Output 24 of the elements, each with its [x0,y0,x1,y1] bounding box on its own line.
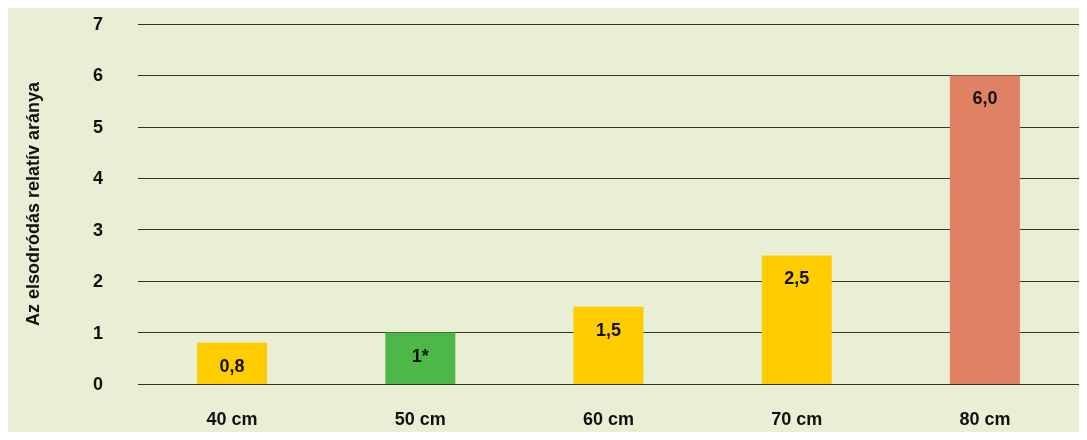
data-label: 1* [411,345,429,366]
bar [385,332,456,384]
bar [197,342,268,384]
y-tick-label: 1 [92,322,104,343]
y-tick-label: 0 [92,374,104,394]
y-tick-label: 4 [92,168,104,189]
data-label: 0,8 [219,355,245,376]
y-tick-label: 6 [92,65,104,86]
data-label: 2,5 [784,268,810,289]
y-tick-label: 2 [92,271,104,292]
x-tick-label: 70 cm [771,409,823,429]
y-tick-label: 7 [92,14,104,34]
data-label: 6,0 [972,88,998,109]
y-tick-label: 3 [92,219,104,240]
x-tick-label: 40 cm [206,409,258,429]
data-label: 1,5 [595,319,622,340]
bar [761,255,832,384]
bar [573,306,644,384]
x-tick-label: 80 cm [959,409,1011,429]
x-tick-label: 60 cm [582,409,635,429]
y-axis-title: Az elsodródás relatív aránya [23,80,43,327]
x-tick-label: 50 cm [394,409,446,429]
bar [949,75,1020,384]
y-tick-label: 5 [92,116,104,137]
